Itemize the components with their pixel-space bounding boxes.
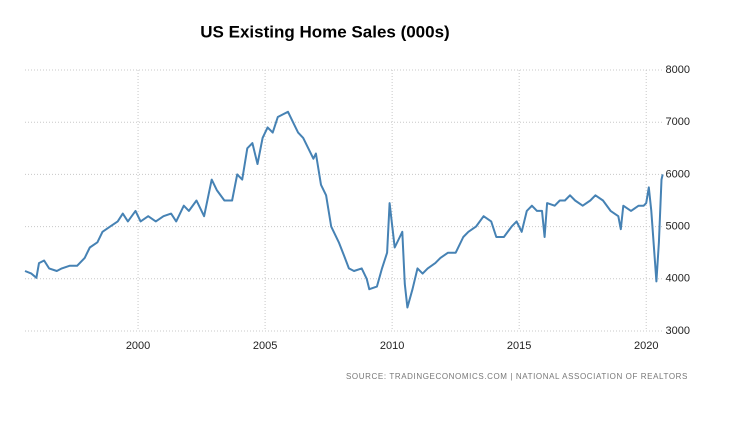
y-tick-label: 6000 xyxy=(666,168,690,180)
x-tick-label: 2005 xyxy=(253,340,277,352)
x-tick-label: 2010 xyxy=(380,340,404,352)
y-tick-label: 7000 xyxy=(666,116,690,128)
x-tick-label: 2015 xyxy=(507,340,531,352)
y-tick-label: 8000 xyxy=(666,64,690,76)
source-note: SOURCE: TRADINGECONOMICS.COM | NATIONAL … xyxy=(346,372,688,381)
y-tick-label: 5000 xyxy=(666,221,690,233)
y-tick-label: 4000 xyxy=(666,273,690,285)
data-line xyxy=(24,110,664,309)
y-tick-label: 3000 xyxy=(666,325,690,337)
x-tick-label: 2000 xyxy=(126,340,150,352)
x-tick-label: 2020 xyxy=(634,340,658,352)
chart-title: US Existing Home Sales (000s) xyxy=(200,22,449,41)
